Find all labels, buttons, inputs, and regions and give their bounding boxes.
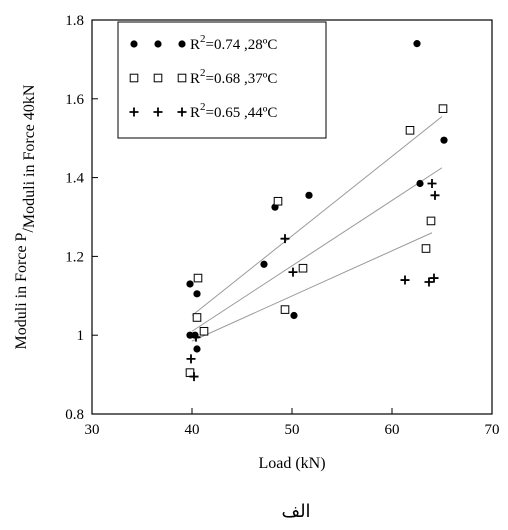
data-point	[280, 234, 290, 244]
y-tick-label: 1.8	[65, 13, 84, 29]
legend-marker	[178, 40, 186, 48]
legend-label: R2=0.65 ,44ºC	[190, 101, 277, 121]
y-axis-title: Moduli in Force P/Moduli in Force 40kN	[13, 84, 38, 349]
data-point	[288, 267, 298, 277]
data-point	[290, 311, 298, 320]
legend: R2=0.74 ,28ºC R2=0.68 ,37ºC R2=0.65 ,44ºC	[117, 21, 327, 139]
legend-marker	[130, 40, 138, 48]
data-point	[421, 244, 431, 253]
y-tick-label: 1.4	[65, 171, 84, 187]
y-tick-label: 1	[77, 328, 85, 344]
legend-label: R2=0.68 ,37ºC	[190, 67, 277, 87]
legend-marker	[177, 73, 187, 83]
data-point	[193, 290, 201, 298]
y-tick-label: 0.8	[65, 407, 84, 423]
data-point	[191, 332, 201, 342]
data-point	[429, 273, 439, 283]
data-point	[298, 263, 308, 273]
svg-text:Moduli in Force P/Moduli in Fo: Moduli in Force P/Moduli in Force 40kN	[13, 84, 38, 349]
data-point	[193, 345, 201, 353]
axis-ticks: 30 40 50 60 70 0.8 1 1.2 1.4 1.6 1.8	[65, 13, 499, 438]
data-point	[186, 354, 196, 364]
data-point	[440, 136, 448, 144]
legend-marker	[129, 73, 139, 83]
legend-box	[117, 21, 327, 139]
x-tick-label: 60	[385, 422, 400, 438]
legend-marker	[129, 107, 139, 117]
x-axis-title: Load (kN)	[258, 455, 325, 472]
data-point	[424, 277, 434, 287]
data-point	[438, 104, 448, 113]
trend-line	[191, 116, 443, 316]
legend-marker	[153, 73, 163, 83]
data-point	[405, 126, 415, 135]
data-point	[305, 191, 313, 199]
data-point	[273, 196, 283, 206]
legend-marker	[177, 107, 187, 117]
data-point	[192, 313, 202, 322]
x-tick-label: 70	[485, 422, 500, 438]
data-point	[260, 260, 268, 268]
data-point	[189, 372, 199, 382]
data-point	[400, 275, 410, 285]
y-tick-label: 1.6	[65, 92, 84, 108]
data-point	[426, 216, 436, 226]
legend-marker	[154, 40, 162, 48]
y-axis-title-slash: /	[20, 228, 37, 233]
y-tick-label: 1.2	[65, 249, 84, 265]
data-point	[413, 40, 421, 48]
data-point	[427, 179, 437, 189]
data-point	[193, 273, 203, 283]
trend-line	[191, 167, 443, 332]
data-point	[416, 179, 424, 188]
trend-line	[191, 232, 433, 342]
data-point	[185, 368, 195, 377]
legend-marker	[153, 107, 163, 117]
y-axis-title-denominator: Moduli in Force 40kN	[21, 84, 38, 228]
data-point	[430, 190, 440, 200]
trend-lines	[191, 116, 443, 342]
x-tick-label: 30	[85, 422, 100, 438]
figure-caption: الف	[281, 501, 310, 522]
x-tick-label: 40	[185, 422, 200, 438]
data-point	[199, 326, 209, 336]
legend-label: R2=0.74 ,28ºC	[190, 33, 277, 53]
y-axis-title-main: Moduli in Force P	[13, 232, 30, 349]
data-point	[186, 280, 194, 288]
x-tick-label: 50	[285, 422, 300, 438]
data-point	[280, 305, 290, 314]
data-markers	[185, 40, 448, 382]
